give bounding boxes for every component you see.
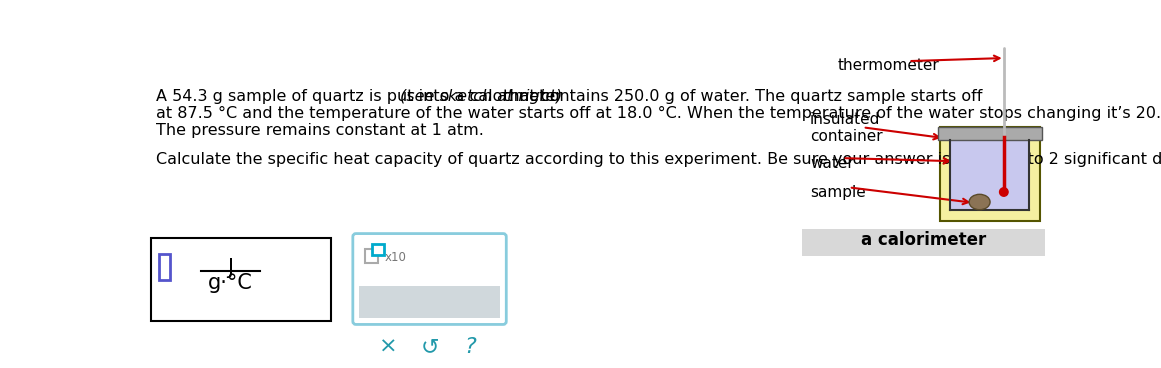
Bar: [939, 127, 1040, 221]
Text: water: water: [810, 156, 853, 171]
Circle shape: [1000, 188, 1008, 196]
Text: that contains 250.0 g of water. The quartz sample starts off: that contains 250.0 g of water. The quar…: [498, 89, 982, 104]
Text: J: J: [228, 258, 233, 278]
Text: Calculate the specific heat capacity of quartz according to this experiment. Be : Calculate the specific heat capacity of …: [156, 152, 1161, 167]
Bar: [373, 244, 384, 255]
Bar: [802, 229, 1045, 256]
Bar: [359, 286, 500, 318]
Text: (see sketch at right): (see sketch at right): [399, 89, 562, 104]
Text: ↺: ↺: [420, 337, 439, 357]
Bar: [938, 127, 1041, 141]
Text: at 87.5 °C and the temperature of the water starts off at 18.0 °C. When the temp: at 87.5 °C and the temperature of the wa…: [156, 106, 1161, 121]
Bar: [151, 238, 331, 321]
Text: ?: ?: [464, 337, 476, 357]
Text: sample: sample: [810, 185, 866, 200]
Text: thermometer: thermometer: [837, 58, 939, 73]
FancyBboxPatch shape: [353, 234, 506, 325]
Text: insulated
container: insulated container: [810, 112, 882, 144]
Text: a calorimeter: a calorimeter: [861, 230, 986, 248]
Bar: [159, 254, 170, 280]
Bar: [366, 249, 378, 263]
Text: x10: x10: [384, 251, 406, 263]
Bar: [951, 141, 1030, 210]
Text: The pressure remains constant at 1 atm.: The pressure remains constant at 1 atm.: [156, 123, 484, 138]
Text: ×: ×: [380, 337, 398, 357]
Ellipse shape: [969, 194, 990, 210]
Text: g·°C: g·°C: [208, 273, 253, 293]
Text: A 54.3 g sample of quartz is put into a calorimeter: A 54.3 g sample of quartz is put into a …: [156, 89, 567, 104]
